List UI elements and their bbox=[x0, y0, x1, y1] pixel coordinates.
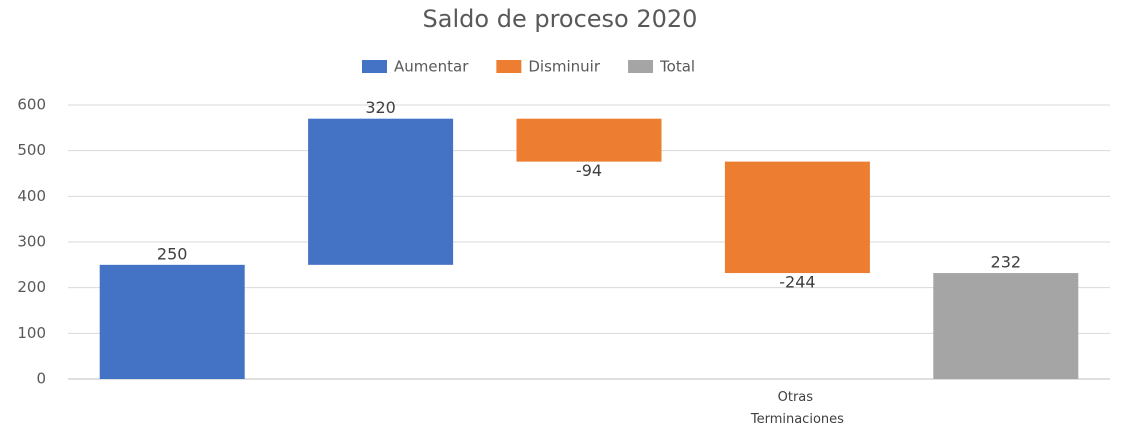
legend: Aumentar Disminuir Total bbox=[362, 58, 695, 76]
y-tick-label: 100 bbox=[17, 324, 46, 342]
data-label: 320 bbox=[365, 98, 396, 117]
y-tick-label: 500 bbox=[17, 141, 46, 159]
total-bar bbox=[933, 273, 1079, 379]
bar bbox=[516, 118, 662, 162]
legend-label: Aumentar bbox=[394, 58, 469, 76]
y-tick-label: 600 bbox=[17, 96, 46, 114]
y-tick-label: 200 bbox=[17, 278, 46, 296]
y-tick-label: 300 bbox=[17, 233, 46, 251]
y-tick-label: 0 bbox=[36, 370, 46, 388]
data-label: -94 bbox=[576, 161, 602, 180]
x-tick-label: Otras Terminaciones bbox=[750, 390, 844, 427]
legend-label: Total bbox=[659, 58, 695, 76]
legend-swatch bbox=[628, 60, 654, 73]
data-label: 250 bbox=[157, 244, 188, 263]
data-label: 232 bbox=[991, 253, 1022, 272]
bar bbox=[99, 264, 245, 379]
legend-label: Disminuir bbox=[528, 58, 600, 76]
legend-swatch bbox=[496, 60, 522, 73]
legend-swatch bbox=[362, 60, 387, 73]
y-tick-label: 400 bbox=[17, 187, 46, 205]
bar bbox=[724, 161, 870, 274]
chart-title: Saldo de proceso 2020 bbox=[423, 5, 698, 33]
data-label: -244 bbox=[779, 273, 815, 292]
bar bbox=[308, 118, 454, 265]
